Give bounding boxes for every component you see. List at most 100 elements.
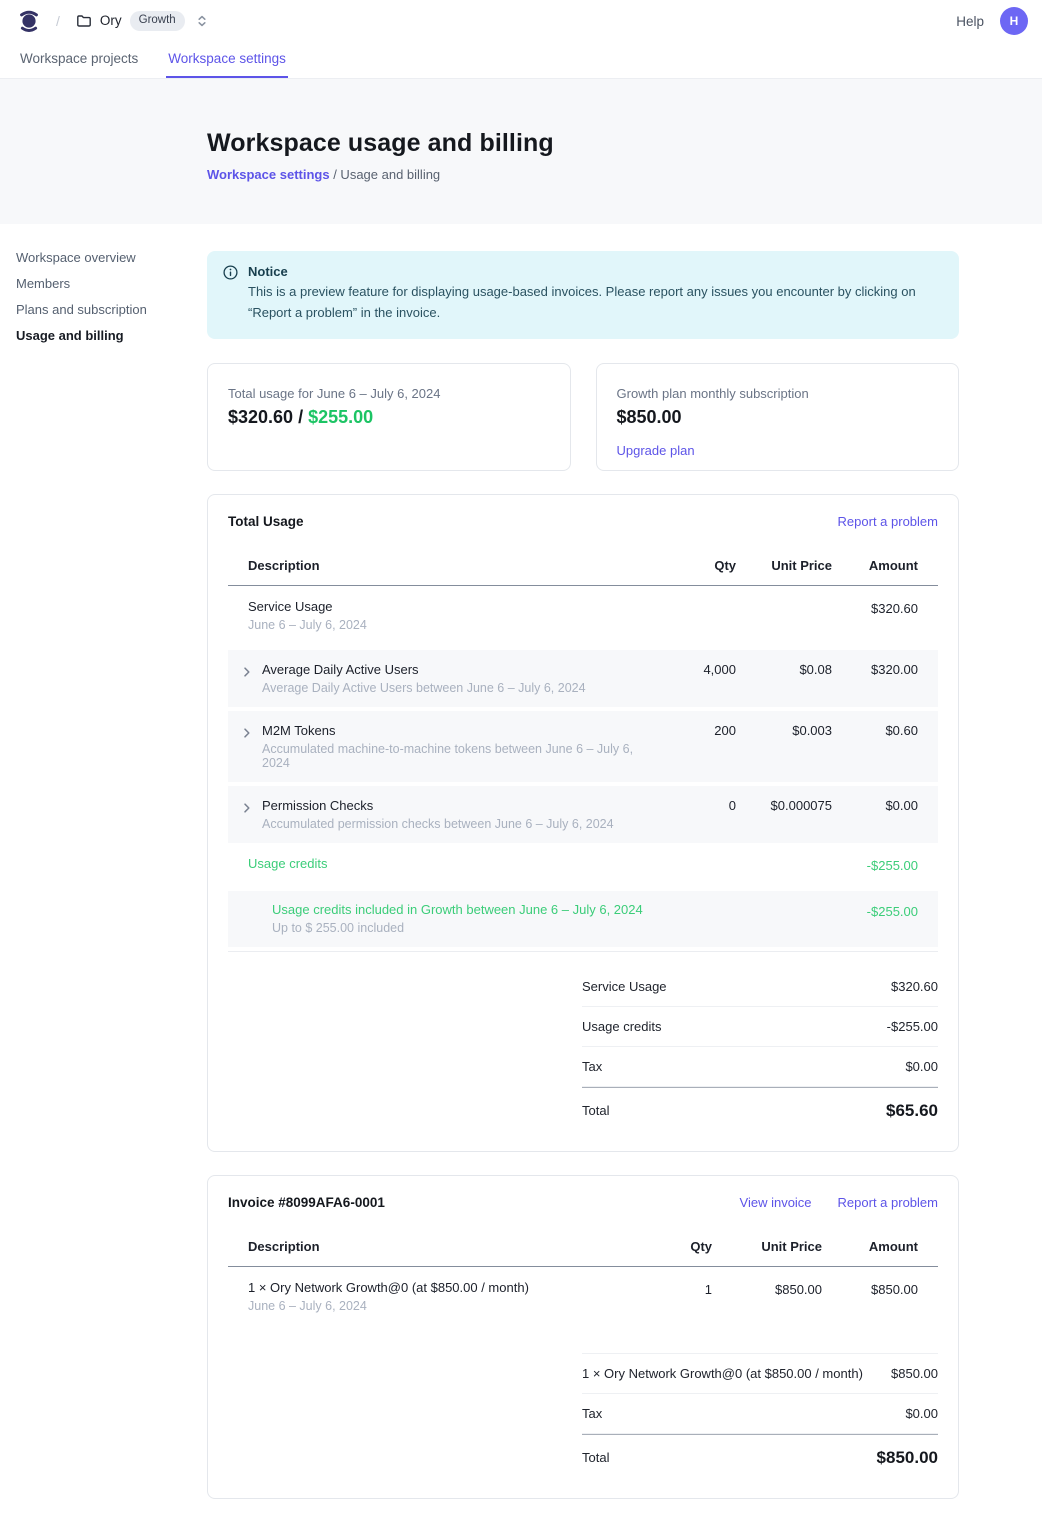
expand-row-button[interactable]	[239, 800, 255, 816]
row-title: 1 × Ory Network Growth@0 (at $850.00 / m…	[248, 1279, 529, 1295]
row-title: Permission Checks	[262, 797, 374, 813]
tab-workspace-settings[interactable]: Workspace settings	[166, 42, 288, 78]
total-usage-value: $320.60 / $255.00	[228, 407, 550, 428]
total-label: Total	[582, 1103, 610, 1119]
report-problem-link[interactable]: Report a problem	[837, 1194, 938, 1210]
table-row-invoice-item: 1 × Ory Network Growth@0 (at $850.00 / m…	[228, 1267, 938, 1327]
report-problem-link[interactable]: Report a problem	[837, 513, 938, 529]
table-row-usage-credits: Usage credits -$255.00	[228, 843, 938, 887]
chevron-right-icon	[244, 667, 250, 677]
row-subtitle: June 6 – July 6, 2024	[248, 1298, 367, 1313]
total-value: $65.60	[886, 1100, 938, 1120]
avatar[interactable]: H	[1000, 7, 1028, 35]
table-row-m2m-tokens: M2M Tokens Accumulated machine-to-machin…	[228, 710, 938, 782]
total-value: $850.00	[876, 1447, 938, 1467]
usage-table: Description Qty Unit Price Amount Servic…	[228, 548, 938, 952]
workspace-switcher[interactable]: Ory Growth	[76, 11, 209, 31]
sidebar-item-members[interactable]: Members	[16, 276, 71, 291]
page-header: Workspace usage and billing Workspace se…	[0, 79, 1042, 224]
row-subtitle: Accumulated machine-to-machine tokens be…	[262, 741, 634, 770]
summary-row-total: Total $850.00	[582, 1433, 938, 1472]
column-amount: Amount	[868, 1238, 918, 1254]
notice-banner: Notice This is a preview feature for dis…	[207, 251, 959, 339]
expand-row-button[interactable]	[239, 664, 255, 680]
table-row-permission-checks: Permission Checks Accumulated permission…	[228, 785, 938, 843]
summary-row-service-usage: Service Usage $320.60	[582, 967, 938, 1007]
total-usage-label: Total usage for June 6 – July 6, 2024	[228, 385, 441, 401]
column-qty: Qty	[714, 557, 736, 573]
summary-row-tax: Tax $0.00	[582, 1394, 938, 1434]
summary-row-invoice-item: 1 × Ory Network Growth@0 (at $850.00 / m…	[582, 1352, 938, 1394]
column-description: Description	[248, 1238, 320, 1254]
row-title: M2M Tokens	[262, 722, 336, 738]
breadcrumb-link-workspace-settings[interactable]: Workspace settings	[207, 167, 330, 182]
summary-label: Tax	[582, 1405, 603, 1421]
invoice-title: Invoice #8099AFA6-0001	[228, 1194, 385, 1210]
row-subtitle: Average Daily Active Users between June …	[262, 680, 586, 695]
summary-row-total: Total $65.60	[582, 1086, 938, 1125]
view-invoice-link[interactable]: View invoice	[739, 1194, 812, 1210]
row-amount: -$255.00	[866, 903, 918, 919]
plan-badge: Growth	[129, 11, 185, 31]
column-unit-price: Unit Price	[761, 1238, 822, 1254]
invoice-card: Invoice #8099AFA6-0001 View invoice Repo…	[207, 1174, 959, 1499]
table-row-daily-active-users: Average Daily Active Users Average Daily…	[228, 649, 938, 707]
usage-separator: /	[293, 406, 309, 427]
expand-row-button[interactable]	[239, 725, 255, 741]
row-amount: $0.60	[885, 722, 918, 738]
row-unit-price: $0.08	[799, 661, 832, 677]
invoice-table-header: Description Qty Unit Price Amount	[228, 1229, 938, 1267]
workspace-name: Ory	[99, 13, 122, 29]
summary-row-usage-credits: Usage credits -$255.00	[582, 1007, 938, 1047]
row-qty: 200	[714, 722, 736, 738]
summary-value: $0.00	[905, 1058, 938, 1074]
breadcrumb-current: / Usage and billing	[329, 167, 441, 182]
sidebar-item-plans-subscription[interactable]: Plans and subscription	[16, 302, 147, 317]
summary-value: -$255.00	[886, 1018, 938, 1034]
breadcrumb-separator: /	[56, 13, 60, 29]
invoice-summary: 1 × Ory Network Growth@0 (at $850.00 / m…	[582, 1352, 938, 1472]
usage-credit-amount: $255.00	[308, 406, 374, 427]
summary-value: $850.00	[891, 1365, 938, 1381]
row-amount: -$255.00	[866, 857, 918, 873]
row-subtitle: Up to $ 255.00 included	[272, 920, 405, 935]
top-navbar: / Ory Growth Help H	[0, 0, 1042, 42]
summary-label: Usage credits	[582, 1018, 662, 1034]
chevron-right-icon	[244, 803, 250, 813]
chevron-right-icon	[244, 728, 250, 738]
summary-value: $320.60	[891, 978, 938, 994]
usage-summary: Service Usage $320.60 Usage credits -$25…	[582, 967, 938, 1125]
column-amount: Amount	[868, 557, 918, 573]
notice-title: Notice	[248, 264, 288, 279]
subscription-value: $850.00	[616, 406, 682, 427]
tab-workspace-projects[interactable]: Workspace projects	[20, 51, 139, 66]
table-row-service-usage: Service Usage June 6 – July 6, 2024 $320…	[228, 586, 938, 646]
summary-label: Service Usage	[582, 978, 667, 994]
row-title: Average Daily Active Users	[262, 661, 419, 677]
summary-label: 1 × Ory Network Growth@0 (at $850.00 / m…	[582, 1365, 863, 1381]
ory-logo-icon[interactable]	[16, 8, 42, 34]
usage-card-title: Total Usage	[228, 513, 304, 529]
breadcrumb: Workspace settings / Usage and billing	[207, 167, 1042, 182]
settings-sidebar: Workspace overview Members Plans and sub…	[0, 251, 207, 1515]
column-qty: Qty	[690, 1238, 712, 1254]
upgrade-plan-link[interactable]: Upgrade plan	[616, 442, 695, 458]
column-unit-price: Unit Price	[771, 557, 832, 573]
summary-label: Tax	[582, 1058, 603, 1074]
row-title: Usage credits	[248, 855, 328, 871]
sidebar-item-workspace-overview[interactable]: Workspace overview	[16, 250, 136, 265]
total-usage-invoice-card: Total Usage Report a problem Description…	[207, 493, 959, 1152]
help-link[interactable]: Help	[956, 13, 984, 29]
notice-body: This is a preview feature for displaying…	[248, 284, 916, 320]
row-amount: $850.00	[871, 1281, 918, 1297]
total-usage-card: Total usage for June 6 – July 6, 2024 $3…	[207, 362, 571, 471]
column-description: Description	[248, 557, 320, 573]
usage-amount: $320.60	[228, 406, 294, 427]
row-unit-price: $0.003	[792, 722, 832, 738]
subscription-card: Growth plan monthly subscription $850.00…	[595, 362, 959, 471]
sidebar-item-usage-billing[interactable]: Usage and billing	[16, 328, 124, 343]
invoice-table: Description Qty Unit Price Amount 1 × Or…	[228, 1229, 938, 1327]
row-qty: 1	[704, 1281, 712, 1297]
row-unit-price: $850.00	[775, 1281, 822, 1297]
page-title: Workspace usage and billing	[207, 129, 554, 157]
